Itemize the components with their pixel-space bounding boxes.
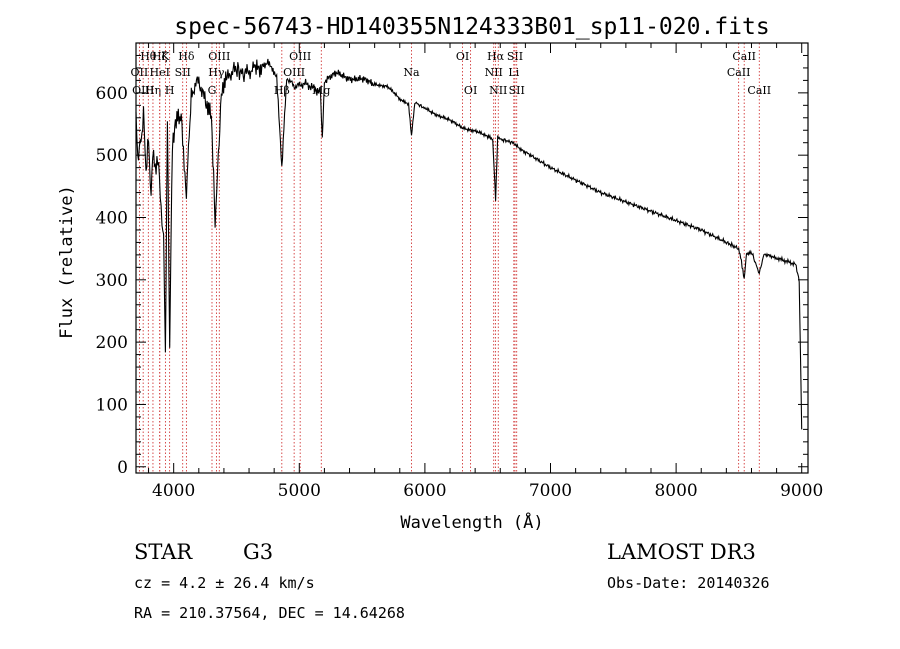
line-marker-label: NII xyxy=(485,66,503,79)
obs-date-text: Obs-Date: 20140326 xyxy=(607,574,770,592)
coords-text: RA = 210.37564, DEC = 14.64268 xyxy=(134,604,405,622)
object-class: STAR xyxy=(134,540,193,564)
series-group xyxy=(135,58,803,430)
line-marker-label: OI xyxy=(464,84,477,97)
line-marker-label: CaII xyxy=(732,50,756,63)
y-axis-label: Flux (relative) xyxy=(57,185,77,339)
line-marker-label: OIII xyxy=(208,50,230,63)
plot-frame xyxy=(135,42,809,474)
line-marker-label: Hα xyxy=(487,50,505,63)
x-tick-label: 8000 xyxy=(654,481,697,501)
line-marker-label: SII xyxy=(509,84,525,97)
x-tick-label: 6000 xyxy=(403,481,446,501)
y-tick-label: 500 xyxy=(96,146,128,166)
y-tick-label: 300 xyxy=(96,271,128,291)
line-marker-label: HeI xyxy=(150,66,170,79)
survey-name: LAMOST DR3 xyxy=(607,540,756,564)
line-marker-label: NII xyxy=(489,84,507,97)
y-tick-label: 400 xyxy=(96,208,128,228)
line-marker-label: OIII xyxy=(289,50,311,63)
line-marker-label: Hζ xyxy=(152,50,168,63)
line-marker-label: Hβ xyxy=(274,84,290,97)
line-marker-label: OIII xyxy=(132,84,154,97)
line-marker-label: Hθ xyxy=(140,50,157,63)
line-marker-label: Na xyxy=(403,66,420,79)
line-marker-label: SII xyxy=(175,66,191,79)
line-marker-label: SII xyxy=(507,50,523,63)
y-tick-label: 0 xyxy=(117,458,128,478)
line-marker-label: CaII xyxy=(727,66,751,79)
line-marker-label: Hγ xyxy=(208,66,225,79)
spectrum-flux-line xyxy=(135,58,803,430)
line-marker-label: Hη xyxy=(145,84,161,97)
x-tick-label: 9000 xyxy=(780,481,823,501)
line-marker-label: CaII xyxy=(747,84,771,97)
line-marker-label: OII xyxy=(131,66,149,79)
line-marker-label: OIII xyxy=(283,66,305,79)
axis-ticks: 4000 5000 6000 7000 8000 9000 0 100 200 300 400 500… xyxy=(96,43,823,501)
line-marker-label: OI xyxy=(456,50,469,63)
chart-title: spec-56743-HD140355N124333B01_sp11-020.f… xyxy=(174,14,769,40)
line-marker-label: K xyxy=(161,50,170,63)
y-tick-label: 600 xyxy=(96,84,128,104)
x-axis-label: Wavelength (Å) xyxy=(400,511,543,533)
y-tick-label: 100 xyxy=(96,395,128,415)
redshift-text: cz = 4.2 ± 26.4 km/s xyxy=(134,574,315,592)
y-tick-label: 200 xyxy=(96,333,128,353)
line-marker-label: Li xyxy=(508,66,519,79)
x-tick-label: 7000 xyxy=(529,481,572,501)
line-marker-label: Hδ xyxy=(178,50,195,63)
x-tick-label: 5000 xyxy=(278,481,321,501)
object-subclass: G3 xyxy=(243,540,274,564)
line-marker-label: G xyxy=(208,84,217,97)
x-tick-label: 4000 xyxy=(152,481,195,501)
line-marker-label: H xyxy=(165,84,175,97)
